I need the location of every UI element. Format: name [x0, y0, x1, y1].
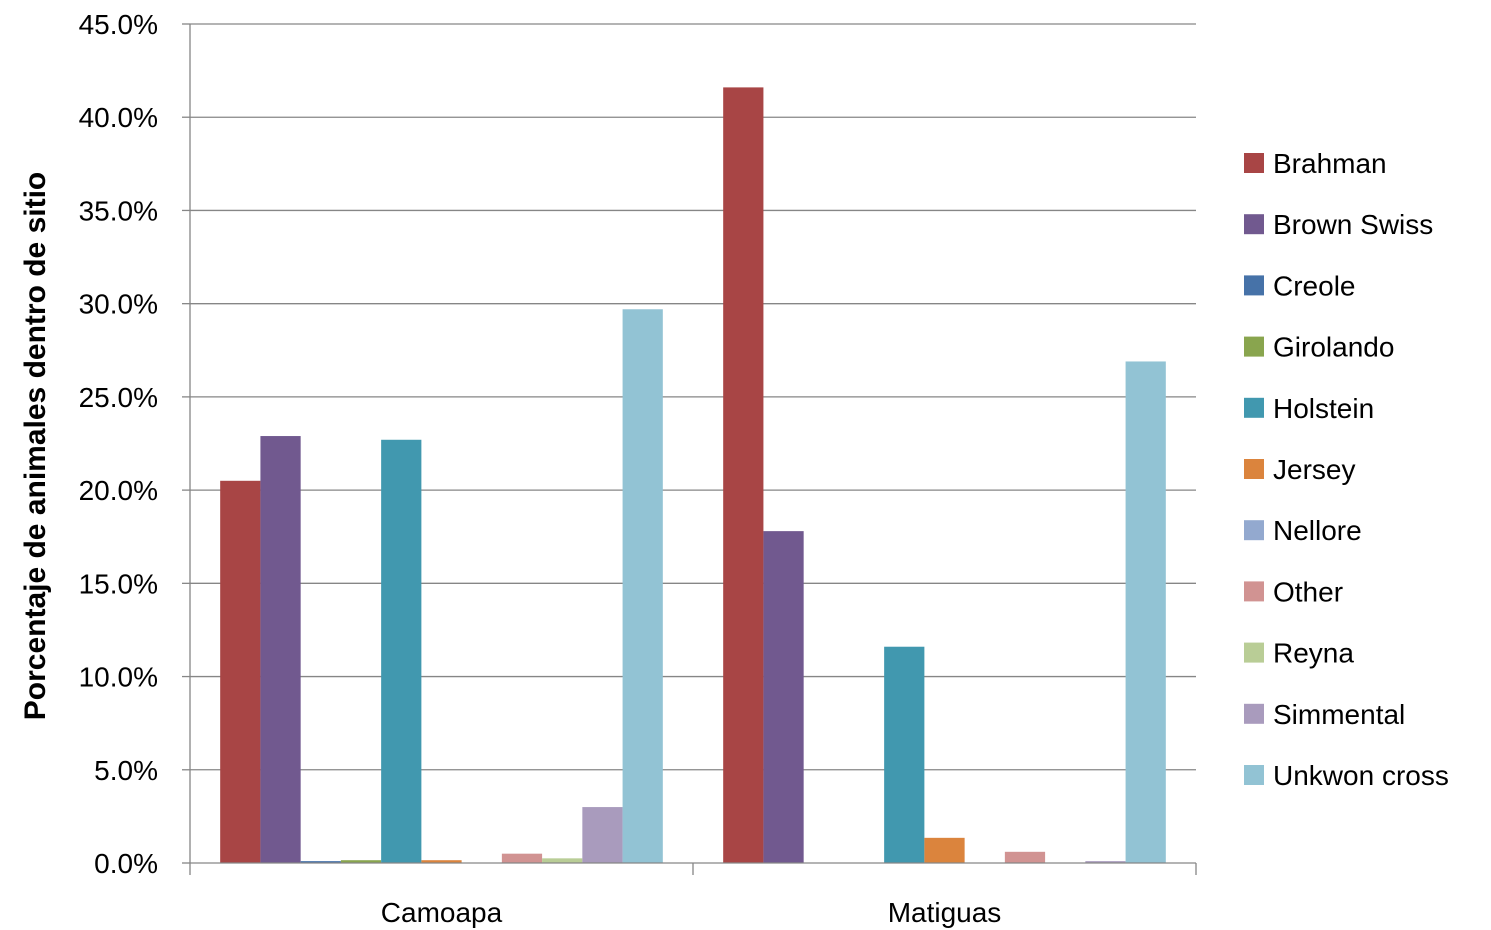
bar-holstein-camoapa	[381, 439, 422, 863]
bar-jersey-camoapa	[421, 860, 462, 863]
legend-swatch-simmental	[1244, 703, 1264, 724]
legend-label: Holstein	[1273, 393, 1374, 424]
legend-swatch-holstein	[1244, 397, 1264, 418]
x-tick-label: Camoapa	[381, 897, 503, 928]
y-tick-label: 10.0%	[79, 662, 158, 693]
legend-swatch-brown-swiss	[1244, 214, 1264, 235]
legend-label: Reyna	[1273, 638, 1354, 669]
legend-label: Other	[1273, 576, 1343, 607]
legend-swatch-unkwon-cross	[1244, 765, 1264, 785]
y-tick-label: 5.0%	[94, 755, 158, 786]
y-tick-label: 35.0%	[79, 195, 158, 226]
legend-swatch-girolando	[1244, 336, 1264, 357]
bar-holstein-matiguas	[884, 646, 925, 863]
legend-swatch-brahman	[1244, 153, 1264, 173]
y-tick-labels: 0.0% 5.0% 10.0% 15.0% 20.0% 25.0% 30.0% 35.0% 40…	[79, 9, 158, 879]
legend-label: Simmental	[1273, 699, 1405, 730]
legend-label: Brahman	[1273, 148, 1387, 179]
bar-creole-camoapa	[300, 861, 341, 863]
gridlines	[182, 23, 1196, 864]
bar-simmental-camoapa	[582, 807, 623, 863]
axes	[189, 24, 1197, 875]
y-axis-title: Porcentaje de animales dentro de sitio	[19, 172, 52, 721]
bar-brahman-matiguas	[723, 87, 764, 863]
y-tick-label: 15.0%	[79, 568, 158, 599]
bar-brahman-camoapa	[220, 480, 261, 863]
bar-jersey-matiguas	[924, 837, 965, 863]
x-tick-label: Matiguas	[888, 897, 1002, 928]
bar-unkwon-cross-matiguas	[1125, 361, 1166, 863]
y-tick-label: 25.0%	[79, 382, 158, 413]
y-tick-label: 40.0%	[79, 102, 158, 133]
bar-brown-swiss-matiguas	[763, 531, 804, 863]
legend-label: Jersey	[1273, 454, 1355, 485]
legend-swatch-other	[1244, 581, 1264, 602]
y-tick-label: 45.0%	[79, 9, 158, 40]
legend-swatch-jersey	[1244, 459, 1264, 479]
bar-reyna-camoapa	[542, 858, 583, 863]
bar-girolando-camoapa	[340, 860, 382, 863]
legend-label: Brown Swiss	[1273, 209, 1433, 240]
bar-simmental-matiguas	[1085, 861, 1126, 863]
bar-other-matiguas	[1004, 851, 1046, 863]
bar-brown-swiss-camoapa	[260, 436, 301, 863]
y-tick-label: 0.0%	[94, 848, 158, 879]
legend-swatch-nellore	[1244, 520, 1264, 541]
legend-label: Unkwon cross	[1273, 760, 1449, 791]
x-tick-labels: Camoapa Matiguas	[381, 897, 1002, 928]
bar-unkwon-cross-camoapa	[622, 309, 663, 863]
legend-swatch-creole	[1244, 275, 1264, 296]
y-tick-label: 20.0%	[79, 475, 158, 506]
bar-other-camoapa	[501, 853, 543, 863]
legend-label: Creole	[1273, 270, 1355, 301]
legend-swatch-reyna	[1244, 642, 1264, 663]
legend-label: Girolando	[1273, 332, 1394, 363]
bars	[220, 87, 1166, 863]
legend-label: Nellore	[1273, 515, 1362, 546]
legend: Brahman Brown Swiss Creole Girolando Holstei…	[1244, 148, 1449, 791]
y-tick-label: 30.0%	[79, 289, 158, 320]
